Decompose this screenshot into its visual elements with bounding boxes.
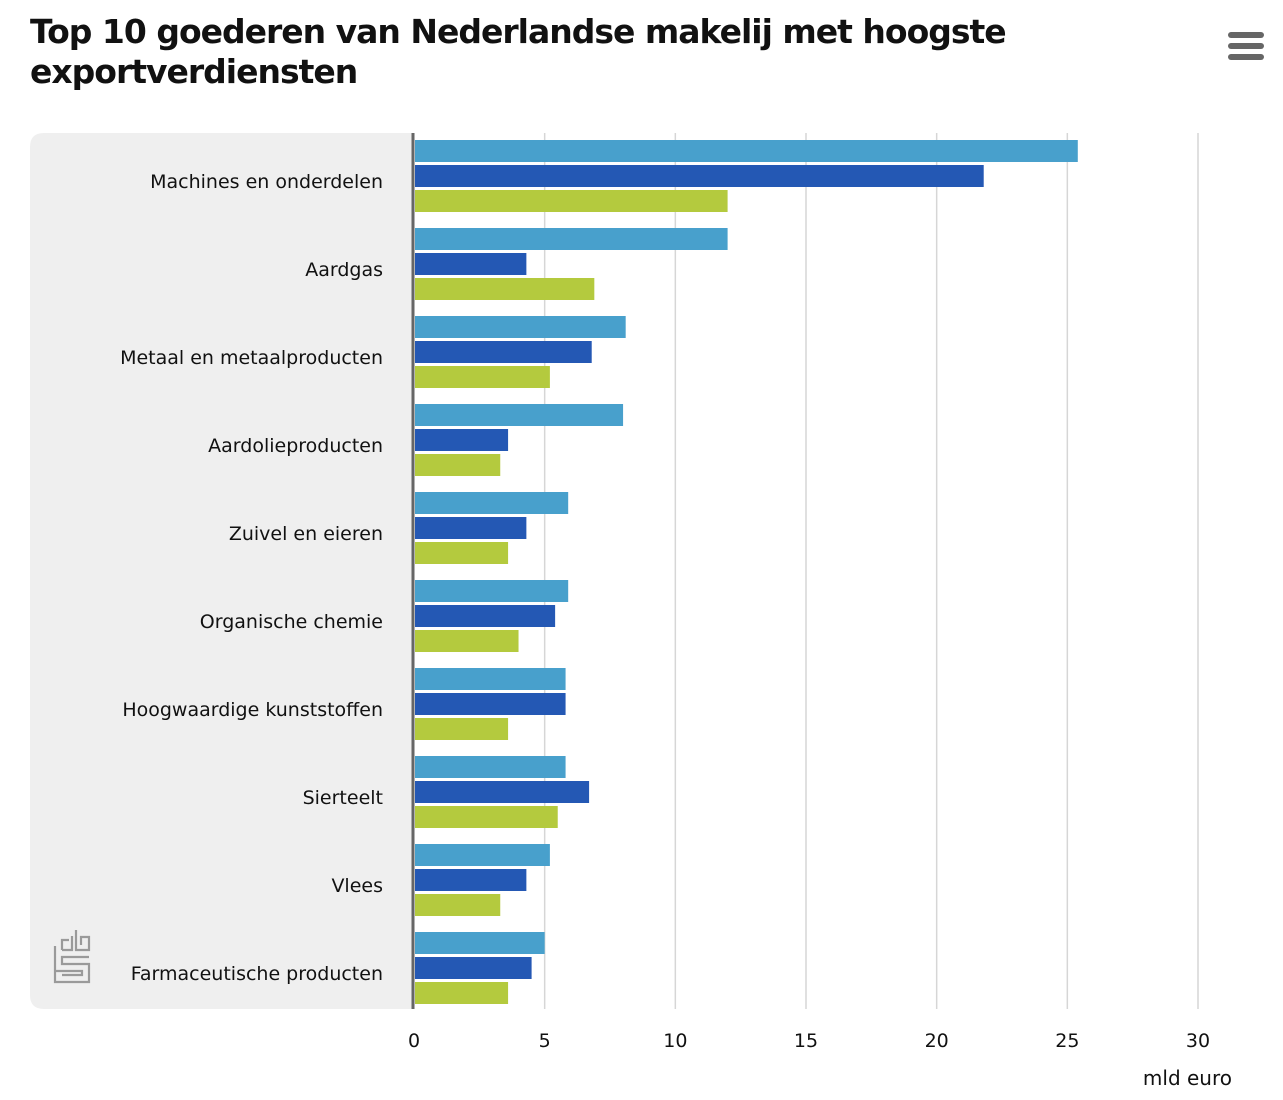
x-tick-label: 0 [408, 1030, 420, 1052]
bar [415, 580, 569, 602]
category-label: Vlees [331, 875, 383, 897]
bar [415, 982, 509, 1004]
bar [415, 404, 624, 426]
bar [415, 869, 527, 891]
bar [415, 454, 501, 476]
bar [415, 542, 509, 564]
category-label: Metaal en metaalproducten [120, 347, 383, 369]
cbs-logo-icon [53, 930, 91, 984]
category-label-panel [30, 133, 414, 1009]
bar [415, 806, 558, 828]
chart-title: Top 10 goederen van Nederlandse makelij … [30, 12, 1007, 91]
bar [415, 278, 595, 300]
x-axis-label: mld euro [1143, 1066, 1232, 1090]
bar [415, 844, 550, 866]
x-tick-label: 10 [663, 1030, 687, 1052]
x-tick-label: 30 [1186, 1030, 1210, 1052]
bar [415, 429, 509, 451]
bar [415, 756, 566, 778]
bar [415, 957, 532, 979]
bar [415, 253, 527, 275]
bar [415, 517, 527, 539]
category-label: Aardgas [305, 259, 383, 281]
category-label: Farmaceutische producten [131, 963, 383, 985]
category-labels: Machines en onderdelen Aardgas Metaal en m… [120, 171, 383, 985]
gridlines [543, 133, 1199, 1009]
bar [415, 366, 550, 388]
bars [415, 140, 1078, 1004]
category-label: Sierteelt [303, 787, 383, 809]
bar [415, 693, 566, 715]
x-tick-label: 20 [925, 1030, 949, 1052]
bar [415, 668, 566, 690]
bar [415, 228, 728, 250]
category-label: Zuivel en eieren [229, 523, 383, 545]
category-label: Aardolieproducten [208, 435, 383, 457]
bar [415, 140, 1078, 162]
bar [415, 341, 592, 363]
bar [415, 894, 501, 916]
bar [415, 492, 569, 514]
x-tick-label: 5 [539, 1030, 551, 1052]
bar [415, 932, 545, 954]
category-label: Organische chemie [200, 611, 383, 633]
bar [415, 316, 626, 338]
hamburger-menu-icon[interactable] [1228, 32, 1264, 60]
bar [415, 630, 519, 652]
category-label: Hoogwaardige kunststoffen [122, 699, 383, 721]
x-tick-labels: 0 5 10 15 20 25 30 [408, 1030, 1210, 1052]
x-tick-label: 25 [1055, 1030, 1079, 1052]
bar [415, 165, 984, 187]
bar [415, 781, 590, 803]
x-tick-label: 15 [794, 1030, 818, 1052]
bar [415, 718, 509, 740]
bar [415, 190, 728, 212]
category-label: Machines en onderdelen [150, 171, 383, 193]
bar [415, 605, 556, 627]
